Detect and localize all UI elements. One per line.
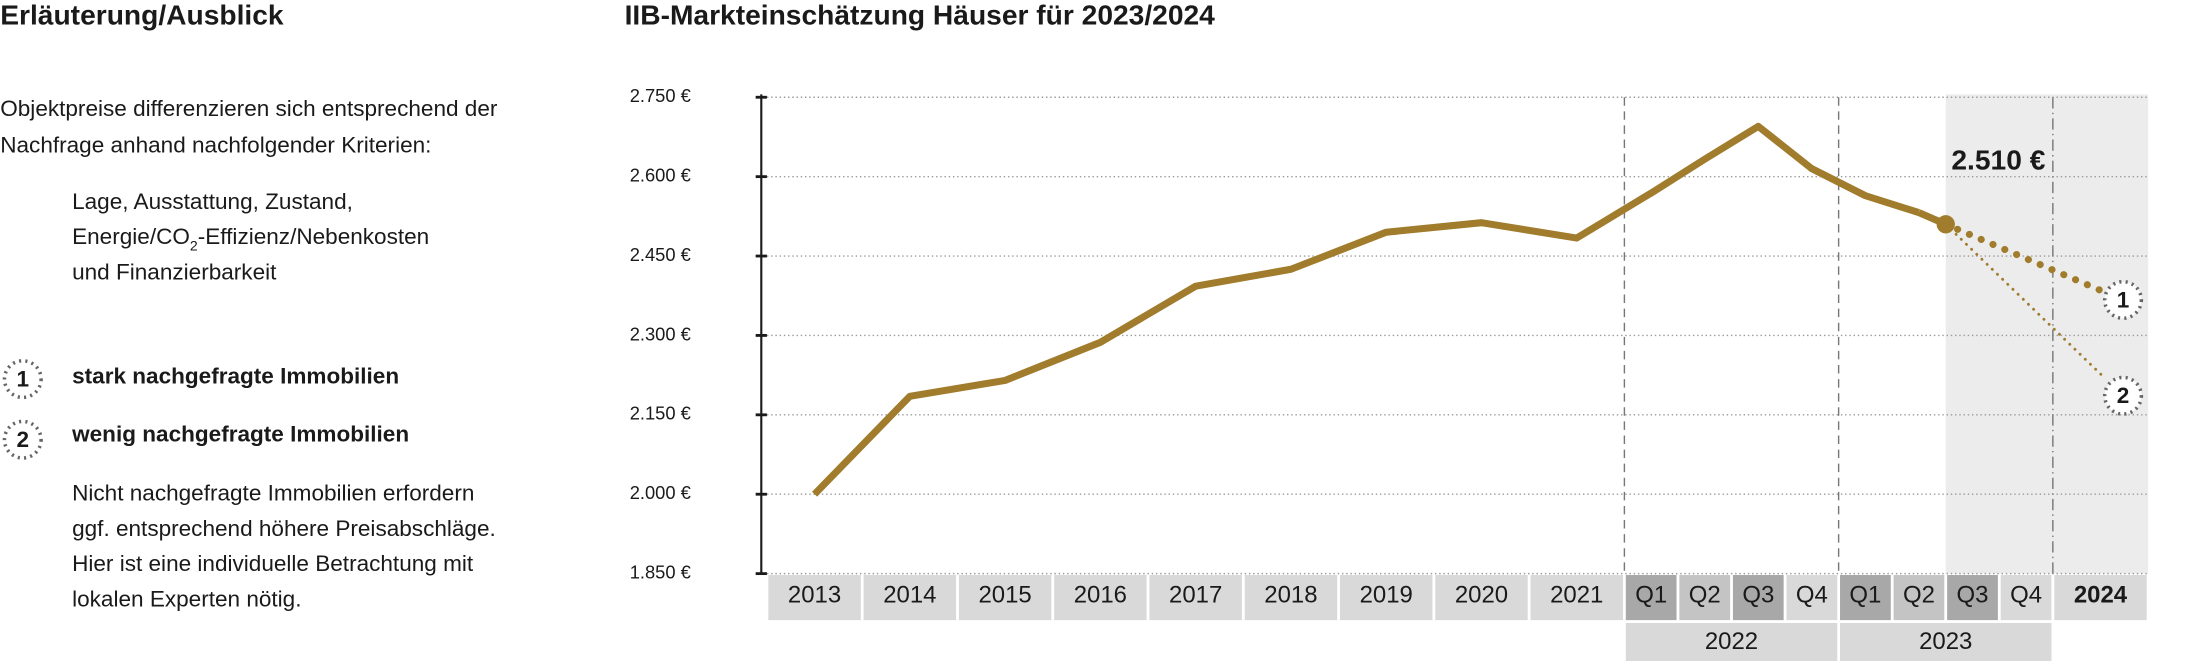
forecast-marker-label: 2 xyxy=(2117,383,2130,408)
legend-marker-label: 2 xyxy=(17,427,30,452)
note-line: ggf. entsprechend höhere Preisabschläge. xyxy=(72,516,496,541)
current-label: 2.510 € xyxy=(1951,144,2045,176)
category-cell xyxy=(1339,575,1433,621)
x-tick-label: 2015 xyxy=(978,581,1031,608)
category-cell xyxy=(2054,575,2147,621)
explanation-title: Erläuterung/Ausblick xyxy=(0,0,284,30)
x-tick-label: Q3 xyxy=(1742,581,1774,608)
x-tick-label: Q2 xyxy=(1903,581,1935,608)
note-line: Hier ist eine individuelle Betrachtung m… xyxy=(72,551,474,576)
category-cell xyxy=(1530,575,1623,621)
criteria-line: und Finanzierbarkeit xyxy=(72,259,277,284)
x-tick-label: 2017 xyxy=(1169,581,1222,608)
category-cell xyxy=(863,575,957,621)
x-tick-label: 2014 xyxy=(883,581,936,608)
x-tick-label: Q3 xyxy=(1957,581,1989,608)
x-tick-label: 2020 xyxy=(1455,581,1508,608)
group-cell xyxy=(1840,622,2052,661)
intro-line: Objektpreise differenzieren sich entspre… xyxy=(0,96,498,121)
forecast-line xyxy=(1944,222,2105,379)
x-tick-label: 2019 xyxy=(1360,581,1413,608)
forecast-marker xyxy=(2102,279,2144,321)
category-cell xyxy=(1244,575,1338,621)
category-cell xyxy=(1947,575,1998,621)
y-tick-label: 2.300 € xyxy=(630,323,691,344)
category-cell xyxy=(2000,575,2052,621)
legend-label: stark nachgefragte Immobilien xyxy=(72,364,399,389)
chart: 1.850 € 2.000 € 2.150 € 2.300 € 2.450 € 2.600… xyxy=(630,85,2149,661)
x-tick-label: Q2 xyxy=(1689,581,1721,608)
criteria-text: -Effizienz/Nebenkosten xyxy=(198,224,429,249)
legend-marker xyxy=(2,359,43,400)
x-tick-label: 2018 xyxy=(1264,581,1317,608)
category-cell xyxy=(1625,575,1677,621)
x-tick-label: 2016 xyxy=(1074,581,1127,608)
criteria-sub: 2 xyxy=(190,237,198,253)
note-line: lokalen Experten nötig. xyxy=(72,586,301,611)
category-cell xyxy=(1054,575,1147,621)
chart-title: IIB-Markteinschätzung Häuser für 2023/20… xyxy=(625,0,1216,30)
criteria-text: Energie/CO xyxy=(72,224,190,249)
forecast-marker-label: 1 xyxy=(2117,287,2130,312)
y-tick-label: 2.450 € xyxy=(630,244,691,265)
category-cell xyxy=(1435,575,1528,621)
group-label: 2022 xyxy=(1705,628,1758,655)
x-tick-label: 2024 xyxy=(2074,581,2128,608)
intro-line: Nachfrage anhand nachfolgender Kriterien… xyxy=(0,133,431,158)
y-tick-label: 1.850 € xyxy=(630,561,691,582)
group-cell xyxy=(1625,622,1838,661)
legend-label: wenig nachgefragte Immobilien xyxy=(71,421,409,446)
note-line: Nicht nachgefragte Immobilien erfordern xyxy=(72,481,474,506)
price-line xyxy=(812,122,1921,497)
y-tick-label: 2.600 € xyxy=(630,164,691,185)
category-cell xyxy=(1679,575,1731,621)
x-tick-label: Q4 xyxy=(1796,581,1828,608)
category-cell xyxy=(768,575,861,621)
legend-marker xyxy=(2,419,43,460)
category-cell xyxy=(1840,575,1891,621)
legend-marker-label: 1 xyxy=(17,366,30,391)
forecast-area xyxy=(1945,94,2149,574)
x-tick-label: 2021 xyxy=(1550,581,1603,608)
criteria-line: Lage, Ausstattung, Zustand, xyxy=(72,189,353,214)
category-cell xyxy=(1786,575,1838,621)
category-cell xyxy=(958,575,1052,621)
group-label: 2023 xyxy=(1919,628,1972,655)
category-cell xyxy=(1732,575,1784,621)
x-tick-label: Q1 xyxy=(1635,581,1667,608)
criteria-line: Energie/CO2-Effizienz/Nebenkosten xyxy=(72,224,429,253)
x-tick-label: 2013 xyxy=(788,581,841,608)
x-tick-label: Q4 xyxy=(2010,581,2042,608)
forecast-line xyxy=(1942,220,2107,296)
y-tick-label: 2.150 € xyxy=(630,403,691,424)
current-point xyxy=(1936,215,1955,234)
category-cell xyxy=(1893,575,1945,621)
y-tick-label: 2.750 € xyxy=(630,85,691,106)
y-tick-label: 2.000 € xyxy=(630,482,691,503)
category-cell xyxy=(1149,575,1242,621)
forecast-marker xyxy=(2102,375,2144,416)
x-tick-label: Q1 xyxy=(1849,581,1881,608)
